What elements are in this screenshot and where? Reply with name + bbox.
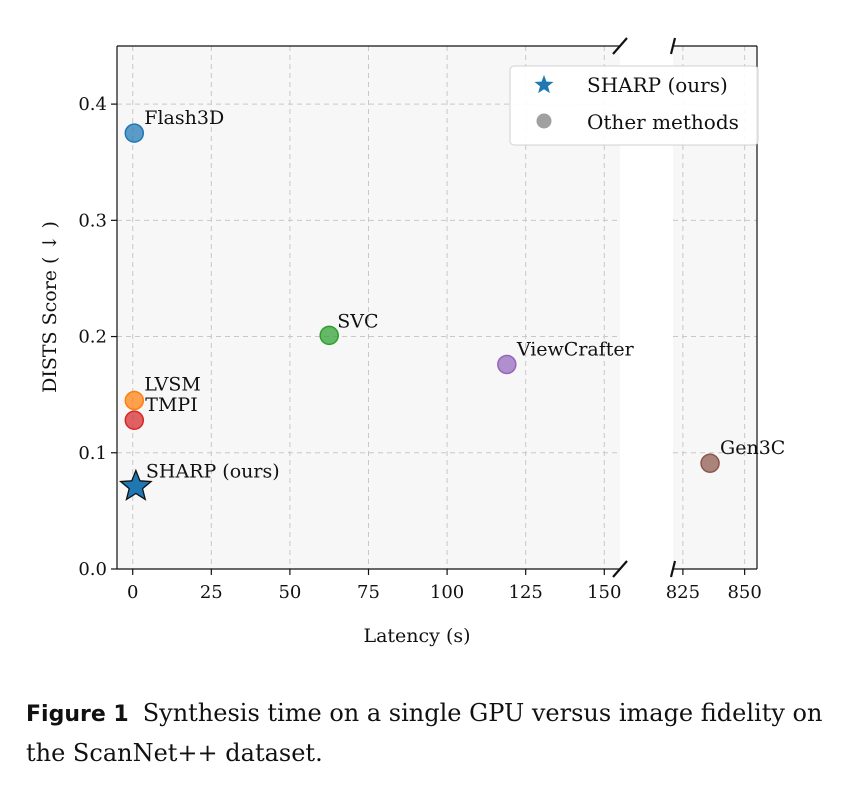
x-tick-label: 50 xyxy=(278,582,301,603)
x-tick-label: 150 xyxy=(587,582,621,603)
figure-caption: Figure 1 Synthesis time on a single GPU v… xyxy=(26,694,826,772)
y-tick-label: 0.0 xyxy=(78,559,107,580)
x-tick-label: 0 xyxy=(127,582,138,603)
data-label-tmpi: TMPI xyxy=(145,394,197,416)
y-tick-label: 0.3 xyxy=(78,210,107,231)
data-point-tmpi xyxy=(124,410,145,430)
x-tick-label: 75 xyxy=(357,582,380,603)
axis-break-mark xyxy=(612,37,628,55)
figure-label: Figure 1 xyxy=(26,702,129,727)
legend-marker-circle xyxy=(536,113,552,129)
x-tick-label: 850 xyxy=(727,582,761,603)
x-tick-label: 125 xyxy=(509,582,543,603)
x-tick-label: 25 xyxy=(200,582,223,603)
x-tick-label: 100 xyxy=(430,582,464,603)
data-point-svc xyxy=(319,325,339,346)
scatter-chart: 0.0 0.1 0.2 0.3 0.4 0 25 50 75 100 125 150 825 850 Lat… xyxy=(39,37,785,647)
y-tick-label: 0.4 xyxy=(78,94,107,115)
axis-break-mark xyxy=(669,37,677,55)
data-label-svc: SVC xyxy=(337,310,378,332)
x-tick-label: 825 xyxy=(666,582,700,603)
data-point-sharp-ours xyxy=(118,468,153,501)
legend-label-sharp: SHARP (ours) xyxy=(587,73,728,97)
y-axis-label: DISTS Score ( ↓ ) xyxy=(39,221,61,393)
data-label-viewcrafter: ViewCrafter xyxy=(516,338,635,360)
y-tick-label: 0.2 xyxy=(78,327,107,348)
data-label-sharp-ours: SHARP (ours) xyxy=(146,460,280,482)
data-point-lvsm xyxy=(124,390,145,411)
data-label-gen3c: Gen3C xyxy=(720,437,785,459)
data-point-viewcrafter xyxy=(497,354,517,375)
data-label-lvsm: LVSM xyxy=(144,373,201,395)
axis-break-mark xyxy=(669,560,677,578)
axis-break-mark xyxy=(612,560,628,578)
legend-label-other: Other methods xyxy=(587,110,739,134)
legend-box xyxy=(509,65,759,146)
caption-text: Synthesis time on a single GPU versus im… xyxy=(26,699,823,767)
data-point-flash3d xyxy=(124,123,145,143)
y-tick-label: 0.1 xyxy=(78,443,107,464)
x-axis-label: Latency (s) xyxy=(363,625,470,647)
data-point-gen3c xyxy=(700,453,720,473)
legend-marker-star xyxy=(534,75,554,94)
data-label-flash3d: Flash3D xyxy=(144,107,224,129)
